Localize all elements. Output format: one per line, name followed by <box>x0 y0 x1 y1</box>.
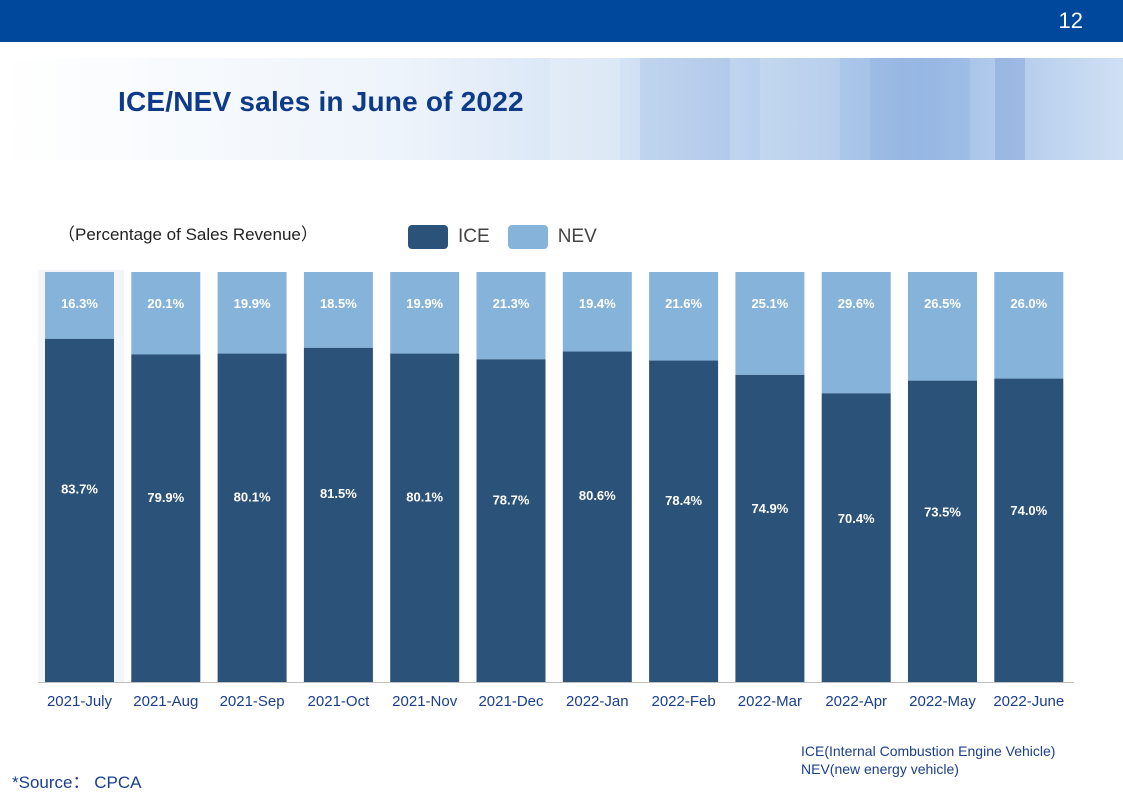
x-tick-label: 2022-Feb <box>651 693 715 710</box>
bar-nev <box>303 272 373 348</box>
bar-ice <box>908 380 977 682</box>
bar-nev <box>649 272 719 361</box>
legend-item-ice: ICE <box>408 225 490 249</box>
data-label-nev: 21.6% <box>665 296 702 311</box>
data-label-ice: 81.5% <box>320 486 357 501</box>
data-label-nev: 29.6% <box>838 296 875 311</box>
bar-nev <box>908 272 977 381</box>
data-label-ice: 80.1% <box>406 489 443 504</box>
x-tick-label: 2022-June <box>993 693 1064 710</box>
x-tick-label: 2021-Sep <box>220 693 285 710</box>
data-label-ice: 80.1% <box>234 489 271 504</box>
bar-ice <box>735 374 805 682</box>
bar-ice <box>821 393 891 682</box>
data-label-nev: 18.5% <box>320 296 357 311</box>
data-label-nev: 19.9% <box>406 296 443 311</box>
legend-label-ice: ICE <box>458 226 490 247</box>
abbreviation-footnote: ICE(Internal Combustion Engine Vehicle) … <box>801 742 1055 778</box>
data-label-ice: 83.7% <box>61 481 98 496</box>
x-tick-label: 2021-Dec <box>478 693 544 710</box>
page-number: 12 <box>1058 8 1083 33</box>
bar-ice <box>476 359 546 682</box>
data-label-ice: 79.9% <box>147 490 184 505</box>
bar-nev <box>735 272 805 375</box>
bar-nev <box>994 272 1064 379</box>
footnote-nev: NEV(new energy vehicle) <box>801 761 959 777</box>
decor-block <box>550 58 620 160</box>
data-label-ice: 80.6% <box>579 488 616 503</box>
data-label-nev: 25.1% <box>751 296 788 311</box>
data-label-ice: 78.4% <box>665 493 702 508</box>
data-label-nev: 21.3% <box>493 296 530 311</box>
title-band <box>0 58 1123 160</box>
bar-ice <box>217 353 287 682</box>
bar-nev <box>217 272 287 354</box>
bar-nev <box>476 272 546 360</box>
page-title: ICE/NEV sales in June of 2022 <box>118 86 524 117</box>
bar-nev <box>821 272 891 394</box>
bar-ice <box>131 354 201 682</box>
x-tick-label: 2022-Mar <box>738 693 802 710</box>
decor-block <box>870 58 970 160</box>
legend-label-nev: NEV <box>557 226 597 247</box>
x-tick-label: 2021-Aug <box>133 693 198 710</box>
x-tick-label: 2022-May <box>909 693 976 710</box>
data-label-nev: 20.1% <box>147 296 184 311</box>
bar-ice <box>303 347 373 682</box>
chart-legend: ICE NEV <box>408 224 615 250</box>
decor-block <box>760 58 840 160</box>
data-label-ice: 70.4% <box>838 511 875 526</box>
decor-block <box>995 58 1025 160</box>
data-label-nev: 19.4% <box>579 296 616 311</box>
data-label-nev: 16.3% <box>61 296 98 311</box>
footnote-ice: ICE(Internal Combustion Engine Vehicle) <box>801 743 1056 759</box>
bar-nev <box>390 272 460 354</box>
decor-block <box>640 58 730 160</box>
bar-nev <box>45 272 114 339</box>
bar-ice <box>994 378 1064 682</box>
x-tick-label: 2021-July <box>47 693 113 710</box>
source-note: *Source： CPCA <box>12 773 142 792</box>
x-tick-label: 2021-Oct <box>308 693 371 710</box>
data-label-ice: 74.0% <box>1010 503 1047 518</box>
bar-ice <box>390 353 460 682</box>
bar-ice <box>649 360 719 682</box>
legend-item-nev: NEV <box>507 225 597 249</box>
x-tick-label: 2022-Apr <box>825 693 887 710</box>
data-label-nev: 26.0% <box>1010 296 1047 311</box>
legend-swatch-nev <box>507 225 548 249</box>
legend-swatch-ice <box>408 225 448 249</box>
data-label-ice: 78.7% <box>493 493 530 508</box>
data-label-ice: 73.5% <box>924 504 961 519</box>
x-tick-label: 2022-Jan <box>566 693 629 710</box>
x-tick-label: 2021-Nov <box>392 693 458 710</box>
bar-nev <box>562 272 632 352</box>
data-label-ice: 74.9% <box>751 501 788 516</box>
bar-nev <box>131 272 201 355</box>
header-bar <box>0 0 1123 42</box>
chart-subtitle: （Percentage of Sales Revenue） <box>58 225 318 244</box>
bar-ice <box>45 338 114 682</box>
data-label-nev: 26.5% <box>924 296 961 311</box>
bar-ice <box>562 351 632 682</box>
data-label-nev: 19.9% <box>234 296 271 311</box>
